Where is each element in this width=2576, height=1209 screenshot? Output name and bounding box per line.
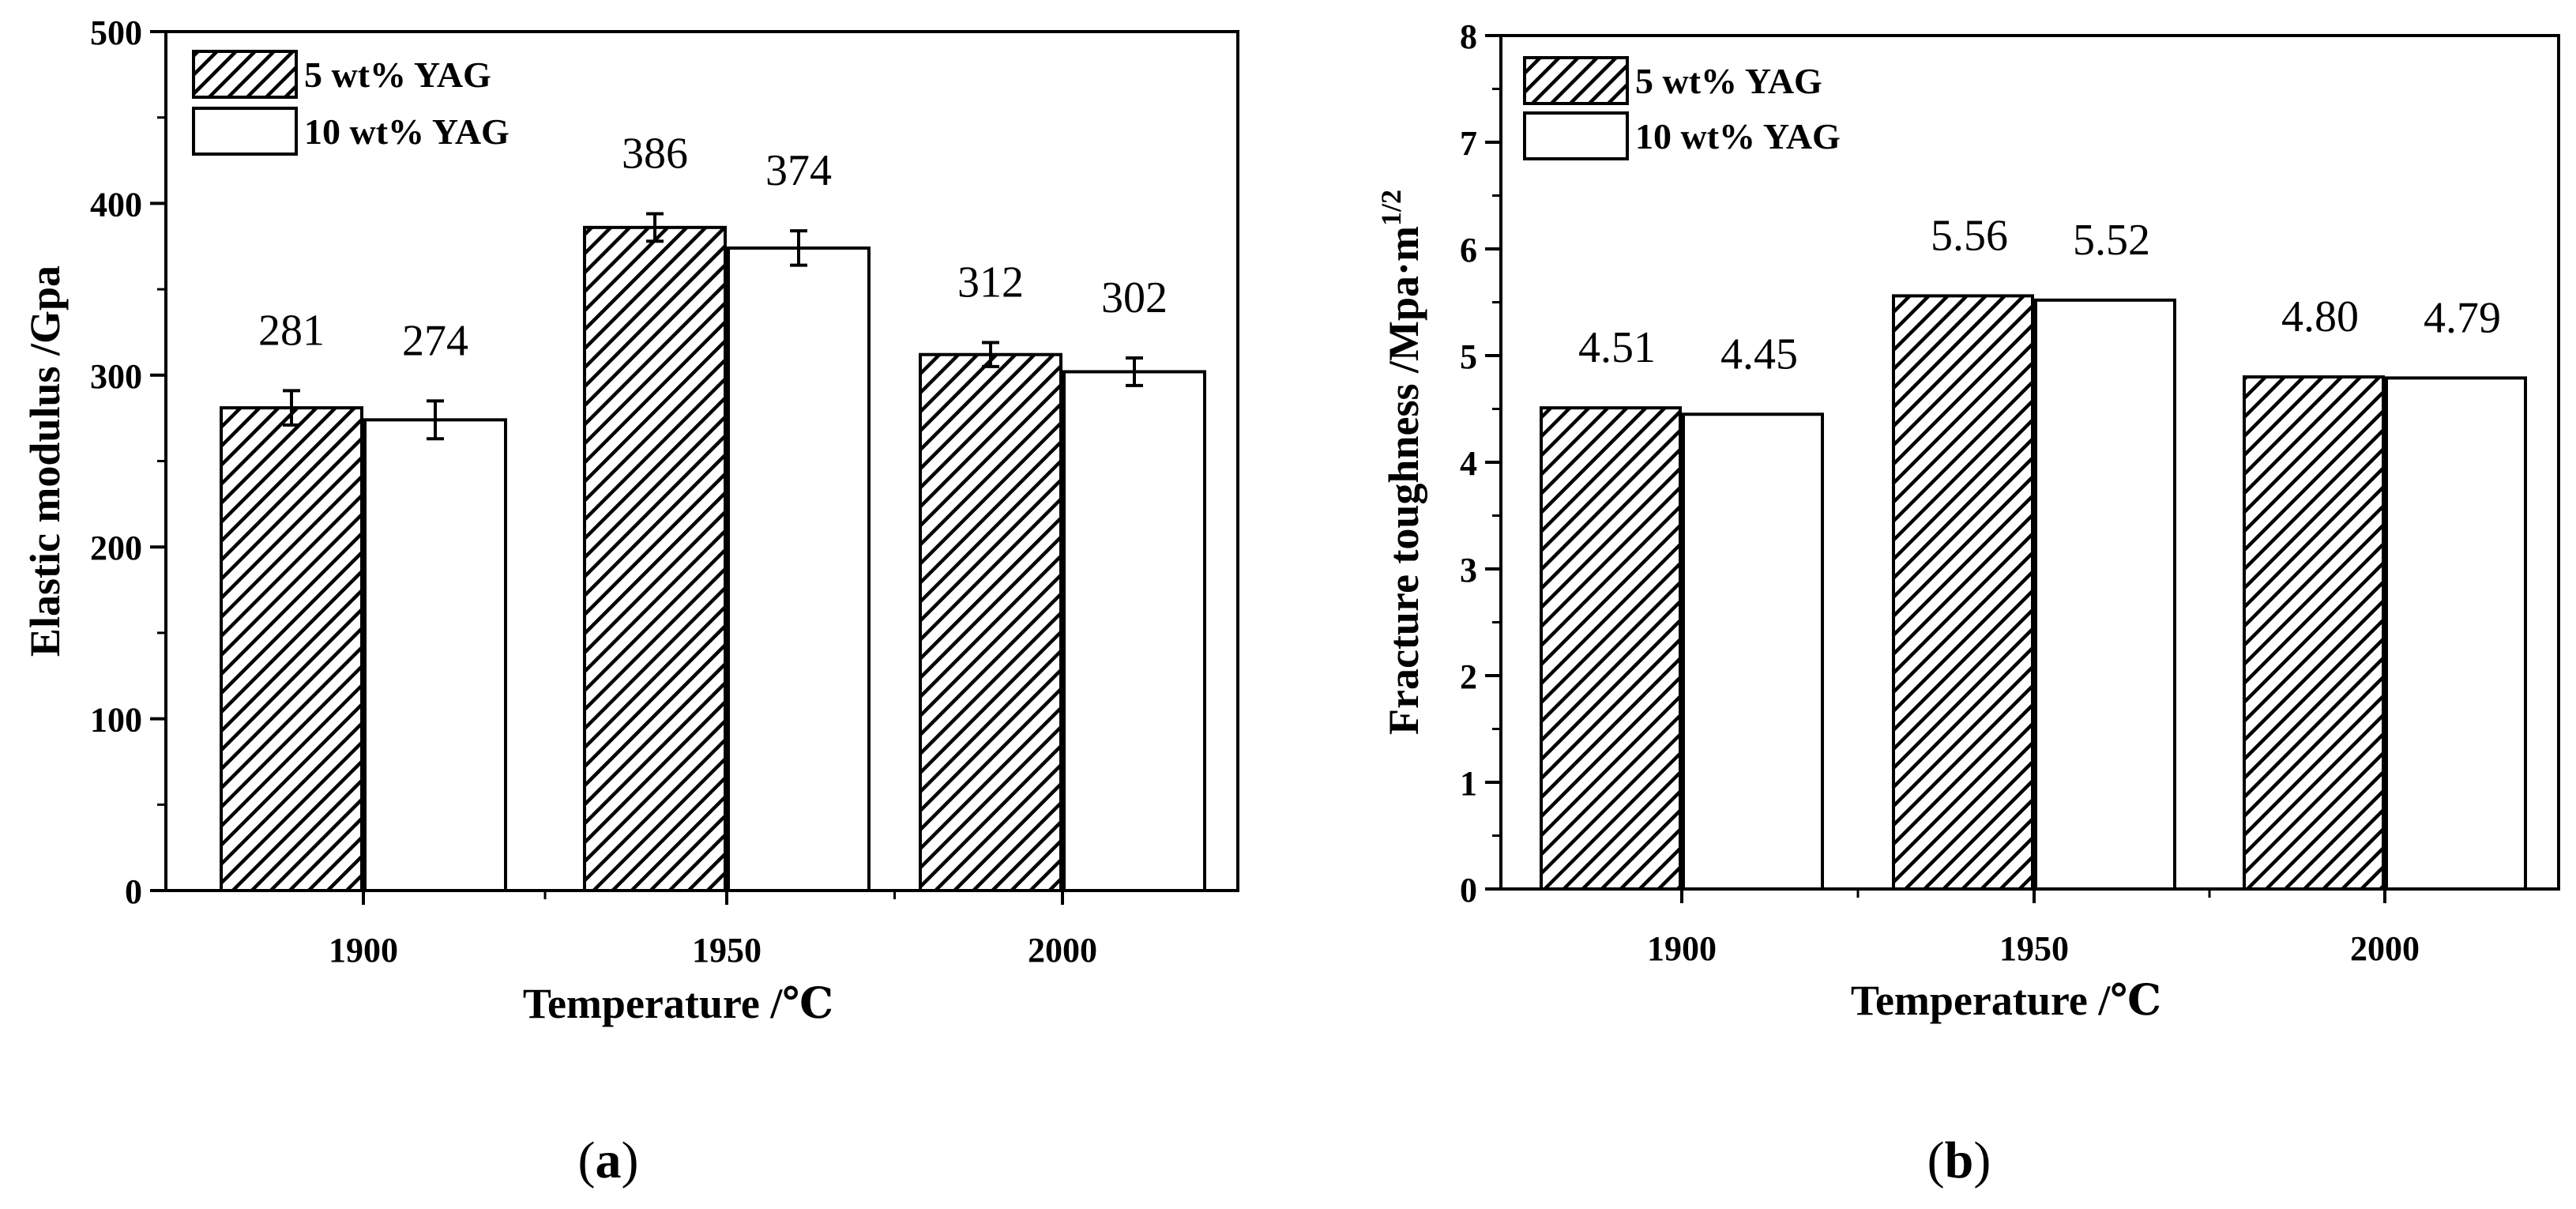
panel-b-chart: 0 1 2 3 4 5 6 7 8 4.51 4.45 1900 5.56 5.52 1950 4.80 4.7… <box>1375 17 2560 1189</box>
panel-caption-open-b: ( <box>1927 1132 1945 1189</box>
bar-a-1950-s1 <box>583 225 727 892</box>
bar-a-1900-s2 <box>363 418 507 892</box>
y-tick-label-b: 3 <box>1460 551 1477 589</box>
y-tick-label-b: 8 <box>1460 17 1477 56</box>
y-axis-title-superscript-b: 1/2 <box>1375 190 1407 226</box>
panel-caption-letter-b: b <box>1945 1132 1974 1189</box>
bar-a-1950-s2 <box>727 246 871 892</box>
x-tick-label-b: 2000 <box>2350 929 2420 968</box>
bar-b-1950-s1 <box>1892 294 2034 891</box>
x-axis-title-a: Temperature /℃ <box>523 980 833 1027</box>
x-tick-label-a: 1900 <box>329 931 398 970</box>
panel-caption-close-b: ) <box>1973 1132 1991 1189</box>
panel-a-chart: 0 100 200 300 400 500 281 274 1900 386 374 1950 312 3… <box>21 13 1239 1189</box>
y-tick-label-b: 0 <box>1460 871 1477 910</box>
value-label-a: 312 <box>957 258 1024 307</box>
value-label-b: 5.56 <box>1931 211 2008 260</box>
bar-a-1900-s1 <box>220 406 363 892</box>
legend-label-a-s1: 5 wt% YAG <box>304 55 491 95</box>
legend-swatch-b-s2 <box>1523 111 1629 160</box>
legend-label-b-s2: 10 wt% YAG <box>1635 116 1841 156</box>
y-tick-label-a: 300 <box>90 357 142 396</box>
bar-a-2000-s1 <box>919 352 1062 893</box>
value-label-b: 5.52 <box>2073 216 2150 265</box>
x-tick-label-a: 1950 <box>692 931 762 970</box>
value-label-a: 281 <box>258 306 325 355</box>
x-tick-label-b: 1950 <box>1999 929 2069 968</box>
value-label-b: 4.80 <box>2281 292 2359 341</box>
y-tick-label-b: 2 <box>1460 657 1477 696</box>
y-axis-title-text-b: Fracture toughness /Mpa·m <box>1380 226 1427 735</box>
bar-b-1900-s1 <box>1540 406 1682 891</box>
bar-b-1950-s2 <box>2034 298 2176 891</box>
value-label-a: 374 <box>765 146 832 195</box>
y-tick-label-b: 4 <box>1460 444 1477 483</box>
y-tick-label-b: 5 <box>1460 337 1477 376</box>
y-tick-label-a: 100 <box>90 701 142 740</box>
y-tick-label-b: 6 <box>1460 231 1477 269</box>
value-label-b: 4.45 <box>1720 330 1798 379</box>
legend-label-a-s2: 10 wt% YAG <box>304 111 510 152</box>
y-tick-label-b: 1 <box>1460 764 1477 803</box>
panel-caption-open-a: ( <box>578 1132 596 1189</box>
y-tick-label-a: 200 <box>90 529 142 567</box>
bar-b-1900-s2 <box>1682 412 1824 891</box>
y-tick-label-a: 0 <box>125 872 142 911</box>
bar-b-2000-s2 <box>2385 376 2527 891</box>
x-tick-label-b: 1900 <box>1647 929 1717 968</box>
legend-swatch-a-s2 <box>192 107 298 156</box>
y-axis-title-text-a: Elastic modulus /Gpa <box>21 266 69 657</box>
y-tick-label-a: 500 <box>90 13 142 52</box>
panel-caption-a: (a) <box>578 1132 639 1189</box>
x-tick-label-a: 2000 <box>1028 931 1097 970</box>
y-axis-title-b: Fracture toughness /Mpa·m1/2 <box>1375 190 1427 735</box>
legend-swatch-b-s1 <box>1523 56 1629 105</box>
value-label-a: 302 <box>1101 273 1168 322</box>
y-tick-label-a: 400 <box>90 185 142 224</box>
legend-label-b-s1: 5 wt% YAG <box>1635 61 1822 101</box>
panel-caption-b: (b) <box>1927 1132 1991 1189</box>
x-axis-title-b: Temperature /℃ <box>1851 977 2161 1024</box>
value-label-a: 274 <box>402 316 468 365</box>
value-label-b: 4.79 <box>2424 293 2501 342</box>
value-label-a: 386 <box>622 129 688 178</box>
bar-a-2000-s2 <box>1062 370 1206 892</box>
legend-swatch-a-s1 <box>192 50 298 99</box>
panel-caption-close-a: ) <box>622 1132 639 1189</box>
y-axis-title-a: Elastic modulus /Gpa <box>21 266 69 657</box>
value-label-b: 4.51 <box>1578 323 1656 372</box>
panel-caption-letter-a: a <box>596 1132 622 1189</box>
y-tick-label-b: 7 <box>1460 124 1477 163</box>
bar-b-2000-s1 <box>2243 375 2385 891</box>
